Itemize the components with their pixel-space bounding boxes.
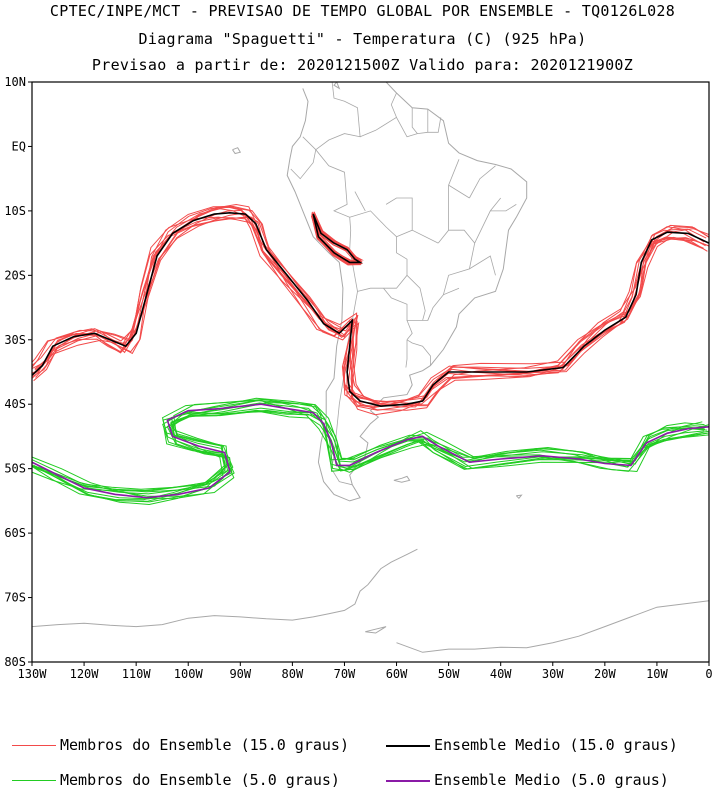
- border-15: [396, 229, 439, 244]
- member-15-contour-5: [32, 203, 708, 405]
- border-7: [349, 210, 408, 292]
- member-15-contour-7: [32, 206, 709, 406]
- border-22: [469, 165, 496, 199]
- legend-swatch-mean-5: [386, 779, 430, 782]
- member-15-contour-2: [35, 209, 706, 403]
- chart-title-line-3: Previsao a partir de: 2020121500Z Valido…: [91, 56, 634, 74]
- coastline-3: [232, 147, 242, 155]
- lat-tick-label: 80S: [4, 655, 26, 669]
- member-5-contour-4: [32, 401, 709, 492]
- member-15-contour-6: [34, 206, 704, 406]
- member-5-contour-10: [32, 399, 703, 499]
- member-5-contour-6: [32, 402, 705, 495]
- legend-item-members-5: Membros do Ensemble (5.0 graus): [12, 771, 340, 789]
- lon-tick-label: 50W: [438, 667, 460, 681]
- border-11: [405, 339, 408, 368]
- lat-tick-label: 30S: [4, 333, 26, 347]
- ensemble-members-15-layer: [32, 203, 709, 416]
- country-border-layer: [290, 82, 517, 486]
- lon-tick-label: 40W: [490, 667, 512, 681]
- ensemble-mean-15-layer: [32, 211, 709, 408]
- member-15-contour-9: [32, 216, 709, 416]
- mean-5-contour: [32, 403, 709, 499]
- member-5-contour-9: [34, 400, 707, 492]
- member-15-contour-4: [32, 216, 709, 408]
- border-2: [315, 82, 361, 151]
- member-15-contour-0: [32, 208, 704, 411]
- legend-swatch-members-15: [12, 745, 56, 746]
- member-15-contour-3: [32, 205, 709, 408]
- coastline-6: [396, 600, 709, 653]
- border-21: [448, 184, 470, 199]
- lon-tick-label: 80W: [282, 667, 304, 681]
- lon-tick-label: 100W: [174, 667, 204, 681]
- member-15-contour-1: [34, 205, 704, 407]
- lat-tick-label: 20S: [4, 268, 26, 282]
- coastline-7: [365, 626, 387, 634]
- border-1: [290, 148, 352, 250]
- border-8: [383, 275, 426, 321]
- legend-item-mean-5: Ensemble Medio (5.0 graus): [386, 771, 669, 789]
- mean-15-lake-contour: [312, 213, 363, 264]
- border-4: [396, 117, 442, 138]
- lat-tick-label: 60S: [4, 526, 26, 540]
- coastline-4: [515, 494, 523, 500]
- coastline-1: [333, 82, 341, 90]
- lat-tick-label: EQ: [12, 139, 26, 153]
- legend-label-mean-5: Ensemble Medio (5.0 graus): [434, 771, 669, 789]
- border-16: [469, 255, 496, 276]
- border-24: [427, 294, 444, 321]
- ensemble-members-5-layer: [32, 397, 709, 506]
- ensemble-mean-5-layer: [32, 403, 709, 499]
- lat-tick-label: 70S: [4, 591, 26, 605]
- legend-item-mean-15: Ensemble Medio (15.0 graus): [386, 736, 678, 754]
- border-17: [474, 197, 502, 244]
- lat-tick-label: 40S: [4, 397, 26, 411]
- border-12: [406, 320, 413, 341]
- legend-label-members-15: Membros do Ensemble (15.0 graus): [60, 736, 349, 754]
- legend-label-members-5: Membros do Ensemble (5.0 graus): [60, 771, 340, 789]
- border-0: [302, 136, 317, 150]
- border-18: [448, 159, 460, 231]
- border-14: [437, 229, 476, 296]
- border-20: [354, 191, 366, 212]
- chart-title-line-1: CPTEC/INPE/MCT - PREVISAO DE TEMPO GLOBA…: [49, 2, 676, 20]
- lon-tick-label: 70W: [334, 667, 356, 681]
- legend-label-mean-15: Ensemble Medio (15.0 graus): [434, 736, 678, 754]
- lon-tick-label: 120W: [70, 667, 100, 681]
- border-3: [359, 92, 397, 138]
- lon-tick-label: 30W: [542, 667, 564, 681]
- chart-title-line-2: Diagrama "Spaguetti" - Temperatura (C) (…: [138, 30, 587, 48]
- lon-tick-label: 0: [705, 667, 712, 681]
- lon-tick-label: 20W: [594, 667, 616, 681]
- member-15-contour-10: [33, 212, 705, 405]
- mean-15-contour: [32, 211, 709, 408]
- lon-tick-label: 110W: [122, 667, 152, 681]
- legend-swatch-members-5: [12, 780, 56, 781]
- lon-tick-label: 10W: [646, 667, 668, 681]
- lat-tick-label: 10S: [4, 204, 26, 218]
- lon-tick-label: 60W: [386, 667, 408, 681]
- coastline-2: [393, 475, 411, 483]
- member-15-contour-8: [32, 217, 707, 411]
- legend-swatch-mean-15: [386, 744, 430, 747]
- border-5: [411, 107, 418, 134]
- lon-tick-label: 90W: [229, 667, 251, 681]
- border-10: [406, 339, 431, 366]
- border-23: [490, 204, 517, 212]
- plot-frame: [31, 81, 710, 663]
- member-5-contour-8: [37, 397, 709, 490]
- border-19: [385, 197, 413, 231]
- coastline-5: [32, 548, 418, 628]
- coastline-layer: [32, 82, 709, 653]
- lon-tick-label: 130W: [18, 667, 48, 681]
- legend-item-members-15: Membros do Ensemble (15.0 graus): [12, 736, 349, 754]
- lat-tick-label: 50S: [4, 462, 26, 476]
- member-15-contour-11: [32, 216, 709, 409]
- lat-tick-label: 10N: [4, 75, 26, 89]
